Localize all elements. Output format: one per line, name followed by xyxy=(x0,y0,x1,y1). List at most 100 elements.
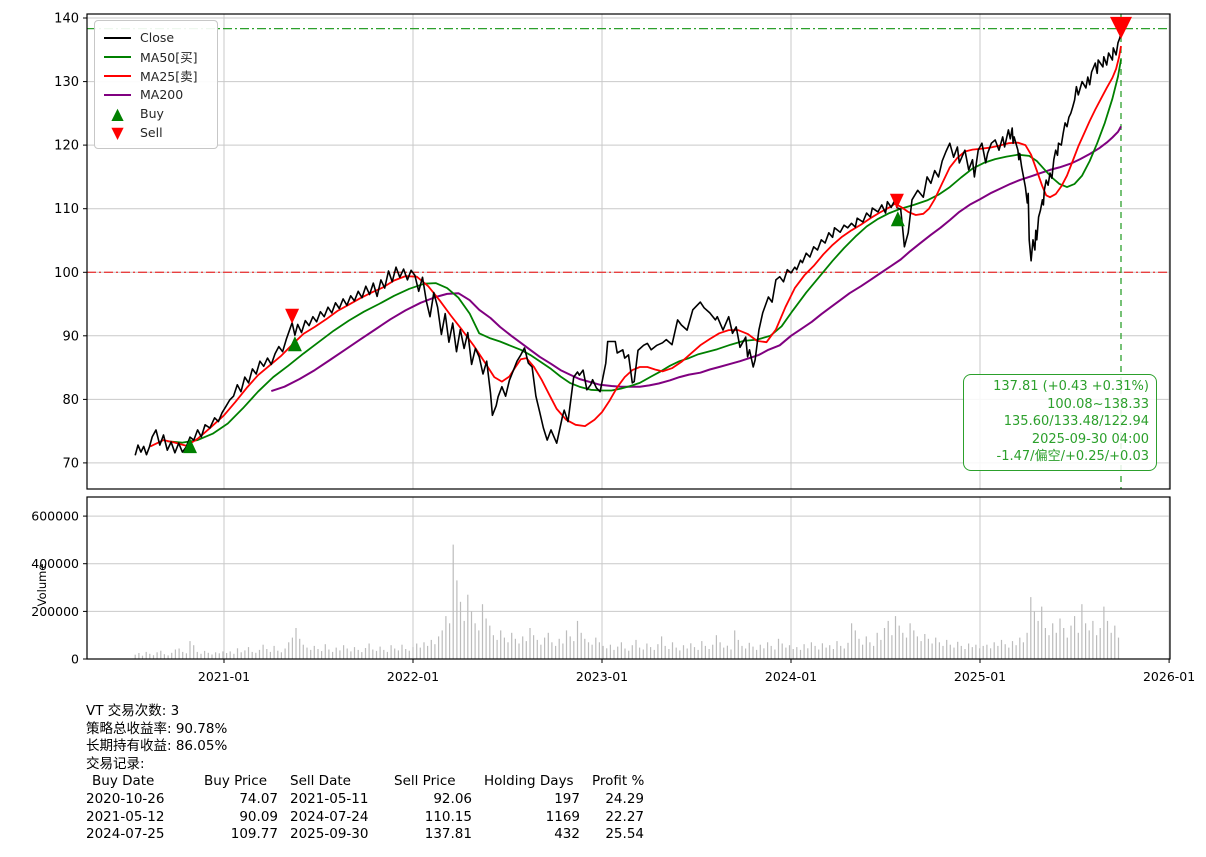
ma50-line-swatch xyxy=(104,55,131,58)
volume-bar xyxy=(394,648,396,659)
volume-bar xyxy=(854,630,856,659)
profit-pct-cell: 24.29 xyxy=(605,790,644,807)
buy-marker xyxy=(183,438,197,454)
volume-bar xyxy=(1063,628,1065,659)
volume-bar xyxy=(1019,637,1021,659)
volume-bar xyxy=(650,647,652,659)
volume-bar xyxy=(905,637,908,659)
buy-price-cell: 109.77 xyxy=(230,826,278,843)
trade-count-line: VT 交易次数: 3 xyxy=(86,703,180,719)
volume-bar xyxy=(1081,604,1083,659)
volume-bar xyxy=(960,645,962,659)
date-tick-label: 2024-01 xyxy=(765,669,817,684)
volume-bar xyxy=(931,643,933,659)
volume-bar xyxy=(266,649,268,659)
volume-bar xyxy=(745,648,747,659)
buy-date-cell: 2024-07-25 xyxy=(86,826,165,843)
trade-row: 2020-10-26 74.07 2021-05-11 92.06 197 24… xyxy=(86,791,644,809)
volume-bar xyxy=(997,645,999,659)
volume-bar xyxy=(255,652,257,659)
volume-bar xyxy=(748,642,750,659)
volume-bar xyxy=(467,594,469,659)
price-series xyxy=(134,31,1122,456)
volume-bar xyxy=(1114,625,1116,659)
volume-bar xyxy=(569,636,571,659)
date-tick-label: 2026-01 xyxy=(1143,669,1195,684)
volume-bar xyxy=(306,647,308,659)
volume-bar xyxy=(357,649,359,659)
volume-bar xyxy=(777,638,780,660)
holding-days-cell: 1169 xyxy=(545,808,580,825)
volume-bar xyxy=(591,644,593,659)
legend-item-buy: ▲ Buy xyxy=(104,104,208,123)
price-panel-border xyxy=(86,13,1171,490)
price-tick-label: 110 xyxy=(54,202,79,217)
volume-bar xyxy=(328,649,330,659)
volume-bar xyxy=(280,652,282,659)
volume-bar xyxy=(982,645,984,659)
close-line xyxy=(134,31,1122,456)
volume-bar xyxy=(555,645,557,659)
trade-row: 2021-05-12 90.09 2024-07-24 110.15 1169 … xyxy=(86,809,644,827)
volume-bar xyxy=(679,650,681,659)
volume-bar xyxy=(163,654,165,659)
volume-bar xyxy=(927,638,929,660)
volume-bar xyxy=(390,645,392,659)
profit-pct-cell: 25.54 xyxy=(605,826,644,843)
volume-bar xyxy=(463,620,465,659)
volume-bar xyxy=(576,620,579,659)
volume-bar xyxy=(924,634,926,659)
profit-pct-cell: 22.27 xyxy=(605,808,644,825)
volume-bar xyxy=(1008,647,1010,659)
volume-bar xyxy=(573,641,575,659)
hold-return-line: 长期持有收益: 86.05% xyxy=(86,738,228,755)
trade-markers xyxy=(183,16,1132,454)
volume-bar xyxy=(869,642,871,659)
volume-bar xyxy=(796,647,798,659)
volume-bar xyxy=(138,653,140,659)
volume-bar xyxy=(767,642,769,659)
volume-bar xyxy=(887,620,889,659)
volume-bar xyxy=(368,643,370,659)
stats-block: VT 交易次数: 3 策略总收益率: 90.78% 长期持有收益: 86.05%… xyxy=(86,703,644,844)
volume-bar xyxy=(562,643,564,659)
volume-bar xyxy=(185,653,187,659)
volume-bar xyxy=(774,649,776,659)
volume-bar xyxy=(204,650,206,659)
buy-price-cell: 90.09 xyxy=(239,808,278,825)
volume-bar xyxy=(1110,632,1112,659)
volume-bar xyxy=(459,601,462,659)
volume-bar xyxy=(1022,642,1024,659)
volume-bar xyxy=(470,611,473,659)
ma200-line-swatch xyxy=(104,93,131,96)
volume-bar xyxy=(883,628,886,659)
volume-bar xyxy=(211,654,213,659)
volume-bar xyxy=(957,641,959,659)
volume-bar xyxy=(712,644,714,659)
volume-bar xyxy=(993,642,995,659)
volume-bar xyxy=(1048,635,1050,659)
volume-bar xyxy=(953,647,955,659)
volume-bar xyxy=(1077,632,1079,659)
volume-bar xyxy=(324,644,326,659)
legend-label: Sell xyxy=(140,125,163,140)
legend-item-ma25: MA25[卖] xyxy=(104,66,208,85)
volume-bar xyxy=(723,647,725,659)
volume-bar xyxy=(646,643,648,659)
price-tick-label: 70 xyxy=(62,456,79,471)
price-tick-label: 120 xyxy=(54,139,79,154)
legend-label: MA200 xyxy=(140,87,184,102)
volume-bar xyxy=(1030,597,1032,659)
legend-label: MA50[买] xyxy=(140,50,198,65)
volume-bar xyxy=(799,649,802,659)
volume-bar xyxy=(876,632,878,659)
volume-bar xyxy=(481,604,484,659)
volume-bar xyxy=(715,635,717,659)
volume-bar xyxy=(240,652,242,659)
volume-bar xyxy=(160,650,162,659)
volume-bar xyxy=(518,643,520,659)
volume-bar xyxy=(247,647,250,659)
volume-bar xyxy=(1015,645,1017,659)
volume-bar xyxy=(609,644,611,659)
